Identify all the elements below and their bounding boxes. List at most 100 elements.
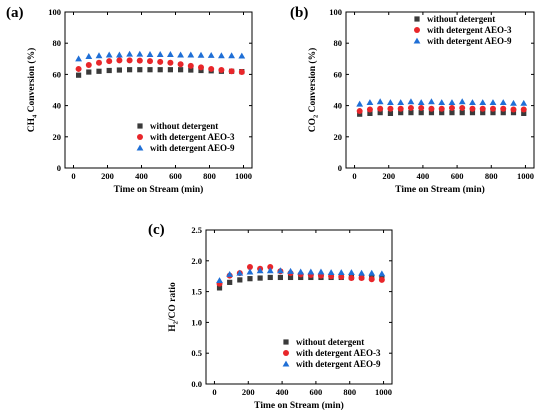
data-point [237,277,243,283]
data-point [479,105,486,112]
data-point [246,263,253,270]
data-point [469,99,476,106]
panel-2: (c) 0 200 400 600 800 1000 0.0 0.5 1.0 1.5 2.0 2.5 Ti… [148,222,393,411]
x-tick-label: 200 [242,387,255,397]
data-point [358,275,365,282]
data-point [136,57,143,64]
x-tick-label: 600 [451,171,464,181]
data-point [116,57,123,64]
x-tick-label: 400 [276,387,289,397]
data-point [307,268,315,275]
plot-frame [345,11,535,169]
panel-label: (c) [148,222,165,238]
x-tick-label: 1000 [375,387,392,397]
x-tick-label: 0 [352,171,356,181]
data-point [96,68,102,74]
data-point [449,110,455,116]
x-tick-label: 1000 [235,171,252,181]
legend-marker [414,16,420,22]
y-axis-title: H2/CO ratio [168,282,180,332]
data-point [116,51,123,58]
data-point [197,51,205,58]
plot-frame [205,229,393,385]
legend-label: with detergent AEO-3 [150,132,235,142]
series-1 [356,104,527,115]
data-point [407,104,414,111]
data-point [366,99,374,106]
data-point [397,105,404,112]
legend-marker [283,339,289,345]
data-point [105,51,113,58]
x-tick-label: 200 [101,171,114,181]
data-point [207,51,215,58]
series-0 [357,110,527,117]
data-point [469,105,476,112]
data-point [459,110,465,116]
data-point [438,105,445,112]
data-point [418,110,424,116]
data-point [227,279,233,285]
data-point [489,105,496,112]
data-point [188,67,194,73]
x-tick-label: 0 [71,171,75,181]
panel-1: (b) 0 200 400 600 800 1000 0 20 40 60 80 100 Time on … [290,5,535,195]
legend-label: with detergent AEO-9 [427,36,512,46]
data-point [228,52,235,59]
data-point [376,98,384,105]
data-point [167,51,174,57]
data-point [510,99,517,106]
data-point [126,57,133,64]
legend-marker [283,350,289,356]
y-tick-label: 60 [53,69,62,79]
data-point [95,52,103,59]
data-point [75,65,82,72]
data-point [521,110,527,116]
data-point [246,268,254,275]
y-axis-title-subscript: 2 [173,321,180,324]
y-tick-label: 2.0 [191,256,202,266]
data-point [177,61,184,68]
y-tick-label: 1.5 [191,287,202,297]
data-point [480,110,486,116]
data-point [147,58,153,65]
x-tick-label: 400 [417,171,430,181]
data-point [106,58,113,65]
y-axis-title-main: CH [27,117,37,132]
data-point [367,110,373,116]
data-point [247,276,253,282]
data-point [228,68,235,75]
x-axis-title: Time on Stream (min) [114,184,204,195]
data-point [147,67,153,73]
data-point [267,263,274,270]
x-tick-label: 600 [169,171,182,181]
data-point [236,269,244,276]
legend-label: without detergent [296,337,364,347]
y-axis-title: CH4 Conversion (%) [26,48,39,133]
data-point [387,99,394,106]
data-point [178,67,184,73]
data-point [418,104,425,111]
data-point [287,274,294,281]
y-tick-label: 0 [57,163,61,173]
data-point [85,53,93,60]
data-point [157,67,163,73]
data-point [256,267,264,274]
data-point [459,104,466,111]
legend-marker [137,123,143,129]
data-point [238,52,246,59]
x-tick-label: 200 [382,171,395,181]
y-tick-label: 20 [334,132,343,142]
data-point [408,110,414,116]
data-point [448,104,455,111]
y-tick-label: 0 [338,163,342,173]
data-point [500,110,506,116]
panel-0: (a) 0 200 400 600 800 1000 0 20 40 60 80 100 Time on … [6,5,253,195]
data-point [348,275,355,282]
data-point [218,67,225,74]
data-point [357,111,363,117]
data-point [368,269,376,276]
data-point [266,267,274,274]
